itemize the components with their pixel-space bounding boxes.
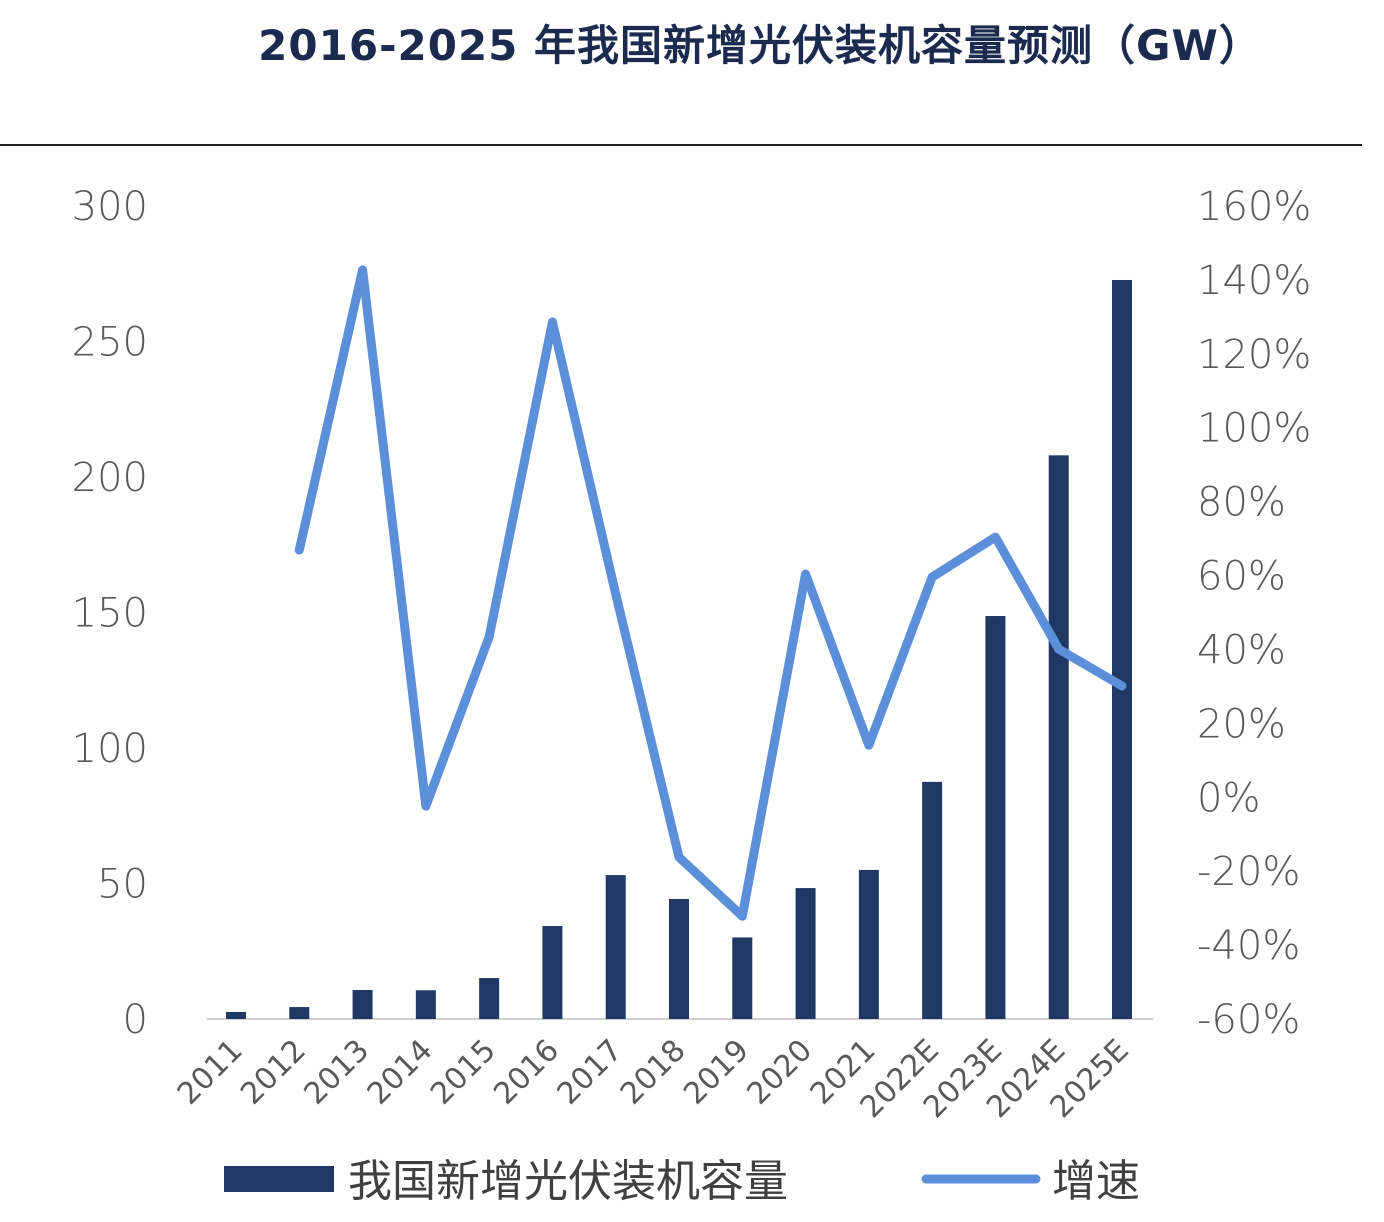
left-axis-tick-label: 0	[123, 997, 148, 1043]
right-axis-tick-label: 140%	[1197, 258, 1311, 304]
bar	[732, 937, 753, 1019]
bar	[289, 1007, 310, 1019]
bar	[795, 888, 816, 1019]
x-axis-tick-label: 2011	[171, 1033, 250, 1112]
bar	[415, 990, 436, 1019]
bar	[985, 616, 1006, 1019]
bar	[1048, 455, 1069, 1019]
legend-bar-swatch	[224, 1166, 334, 1192]
x-axis-tick-label: 2019	[677, 1033, 756, 1112]
right-axis-tick-label: 0%	[1197, 775, 1260, 821]
left-axis-tick-label: 50	[97, 862, 148, 908]
x-axis-tick-label: 2014	[361, 1033, 440, 1112]
x-axis-tick-label: 2020	[740, 1033, 819, 1112]
x-axis-tick-label: 2012	[234, 1033, 313, 1112]
right-axis-tick-label: 100%	[1197, 406, 1311, 452]
right-axis-tick-label: 20%	[1197, 701, 1286, 747]
x-axis-tick-label: 2018	[614, 1033, 693, 1112]
right-axis-tick-label: 160%	[1197, 184, 1311, 230]
right-axis-tick-label: 60%	[1197, 554, 1286, 600]
x-axis-tick-label: 2016	[487, 1033, 566, 1112]
growth-line	[294, 265, 1127, 921]
left-axis-tick-label: 150	[72, 591, 148, 637]
bar	[669, 898, 689, 1019]
left-axis-tick-label: 250	[72, 320, 148, 366]
right-axis-tick-label: -40%	[1197, 923, 1300, 969]
right-axis-tick-label: -20%	[1197, 849, 1300, 895]
right-axis-tick-label: 80%	[1197, 480, 1286, 526]
title-divider	[0, 144, 1362, 146]
legend-line-label: 增速	[1052, 1156, 1140, 1207]
bar	[226, 1011, 246, 1019]
left-axis-tick-label: 100	[72, 726, 148, 772]
bar	[542, 926, 563, 1019]
legend-bar-label: 我国新增光伏装机容量	[348, 1156, 788, 1207]
bar	[352, 990, 373, 1019]
x-axis-tick-label: 2017	[551, 1033, 630, 1112]
left-axis-tick-label: 200	[72, 455, 148, 501]
right-axis-tick-label: 40%	[1197, 627, 1286, 673]
x-axis-tick-label: 2015	[424, 1033, 503, 1112]
bar	[1112, 279, 1132, 1019]
bar	[922, 781, 943, 1019]
bar	[858, 869, 879, 1019]
right-axis-tick-label: -60%	[1197, 997, 1300, 1043]
left-axis-tick-label: 300	[72, 184, 148, 230]
bar	[479, 978, 500, 1019]
x-axis-tick-label: 2013	[297, 1033, 376, 1112]
bar	[605, 875, 626, 1019]
right-axis-tick-label: 120%	[1197, 332, 1311, 378]
chart-title: 2016-2025 年我国新增光伏装机容量预测（GW）	[258, 21, 1262, 70]
